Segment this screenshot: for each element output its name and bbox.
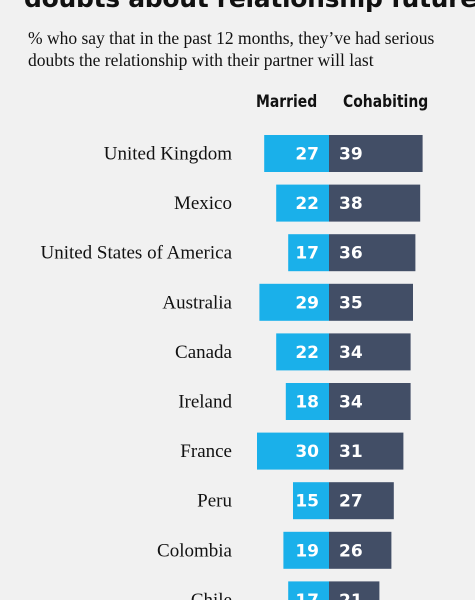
bar-cohabiting-8 [329, 531, 392, 569]
bar-married-0 [264, 135, 329, 172]
bar-married-5 [285, 383, 329, 420]
value-label-married-2: 17 [295, 244, 319, 264]
category-label-5: Ireland [178, 392, 232, 413]
chart-title: doubts about relationship future [24, 0, 475, 13]
chart-subtitle: % who say that in the past 12 months, th… [28, 28, 435, 70]
bar-married-4 [276, 333, 329, 371]
value-label-cohabiting-5: 34 [339, 393, 363, 413]
bar-married-9 [288, 581, 329, 600]
value-label-cohabiting-8: 26 [339, 541, 363, 561]
bar-married-1 [276, 184, 329, 222]
value-label-cohabiting-9: 21 [339, 591, 363, 600]
category-label-6: France [180, 441, 232, 462]
value-label-married-1: 22 [295, 194, 319, 214]
category-label-1: Mexico [174, 193, 232, 214]
value-label-married-4: 22 [295, 343, 319, 363]
legend-cohabiting: Cohabiting [343, 92, 429, 112]
value-label-married-8: 19 [295, 541, 319, 561]
value-label-cohabiting-0: 39 [339, 145, 363, 165]
bar-married-2 [288, 234, 329, 272]
value-label-cohabiting-3: 35 [339, 293, 363, 313]
bar-cohabiting-3 [329, 283, 413, 321]
bar-cohabiting-0 [329, 135, 423, 172]
value-label-cohabiting-6: 31 [339, 442, 363, 462]
category-label-9: Chile [191, 590, 232, 600]
value-label-married-5: 18 [295, 393, 319, 413]
bar-cohabiting-4 [329, 333, 411, 371]
bar-cohabiting-1 [329, 184, 421, 222]
value-label-cohabiting-1: 38 [339, 194, 363, 214]
bar-married-3 [259, 283, 329, 321]
value-label-married-3: 29 [295, 293, 319, 313]
category-label-3: Australia [162, 292, 232, 313]
value-label-married-0: 27 [295, 145, 319, 165]
bar-cohabiting-2 [329, 234, 416, 272]
bar-cohabiting-6 [329, 432, 404, 470]
category-label-8: Colombia [157, 540, 233, 561]
bar-cohabiting-7 [329, 482, 394, 520]
value-label-married-9: 17 [295, 591, 319, 600]
bar-married-6 [257, 432, 329, 470]
category-label-7: Peru [197, 491, 232, 512]
bar-married-8 [283, 531, 329, 569]
legend-married: Married [256, 92, 318, 112]
bar-cohabiting-9 [329, 581, 380, 600]
bar-married-7 [293, 482, 329, 520]
category-label-2: United States of America [40, 243, 232, 264]
bar-cohabiting-5 [329, 383, 411, 420]
value-label-married-7: 15 [295, 492, 319, 512]
value-label-cohabiting-7: 27 [339, 492, 363, 512]
category-label-4: Canada [175, 342, 233, 363]
value-label-married-6: 30 [295, 442, 319, 462]
value-label-cohabiting-2: 36 [339, 244, 363, 264]
category-label-0: United Kingdom [104, 144, 232, 165]
value-label-cohabiting-4: 34 [339, 343, 363, 363]
